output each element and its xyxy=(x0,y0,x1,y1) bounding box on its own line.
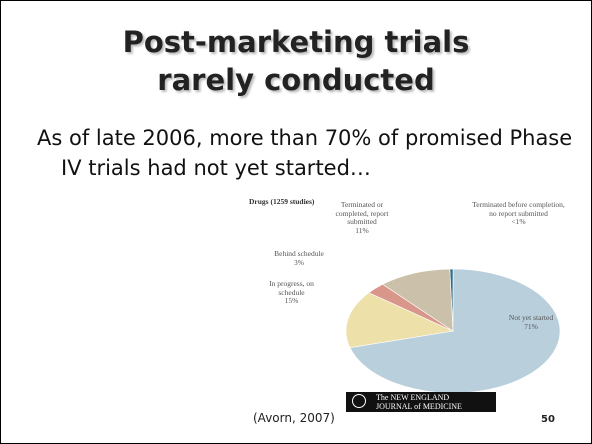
pie-slice xyxy=(345,292,455,349)
slice-label: Behind schedule 3% xyxy=(269,249,329,267)
page-number: 50 xyxy=(541,414,555,425)
slice-value: 71% xyxy=(524,321,538,331)
chart-title: Drugs (1259 studies) xyxy=(249,197,315,206)
slice-label: In progress, on schedule 15% xyxy=(259,279,324,306)
slice-name: Terminated before completion, no report … xyxy=(472,200,565,218)
slice-value: 3% xyxy=(294,257,304,267)
logo-seal xyxy=(352,394,366,408)
pie-slice xyxy=(382,268,454,332)
logo-text: The NEW ENGLAND xyxy=(376,393,450,402)
journal-logo: The NEW ENGLAND JOURNAL of MEDICINE xyxy=(346,392,496,412)
slice-name: Terminated or completed, report submitte… xyxy=(335,200,389,226)
slice-value: 15% xyxy=(284,296,299,305)
pie-slice xyxy=(349,268,561,394)
chart xyxy=(345,268,561,394)
body-text: As of late 2006, more than 70% of promis… xyxy=(37,126,573,180)
slice-value: 11% xyxy=(355,225,369,235)
slice-value: <1% xyxy=(511,217,526,226)
slice-name: In progress, on schedule xyxy=(269,279,314,297)
slice-label: Not yet started 71% xyxy=(506,313,556,331)
slide-title: Post-marketing trials xyxy=(122,25,470,59)
slice-name: Behind schedule xyxy=(274,249,324,258)
citation: (Avorn, 2007) xyxy=(253,411,335,425)
slide-title: rarely conducted xyxy=(157,63,435,97)
slice-label: Terminated before completion, no report … xyxy=(471,200,566,227)
slice-label: Terminated or completed, report submitte… xyxy=(326,200,398,235)
logo-text: JOURNAL of MEDICINE xyxy=(376,402,462,411)
slice-name: Not yet started xyxy=(508,313,554,322)
